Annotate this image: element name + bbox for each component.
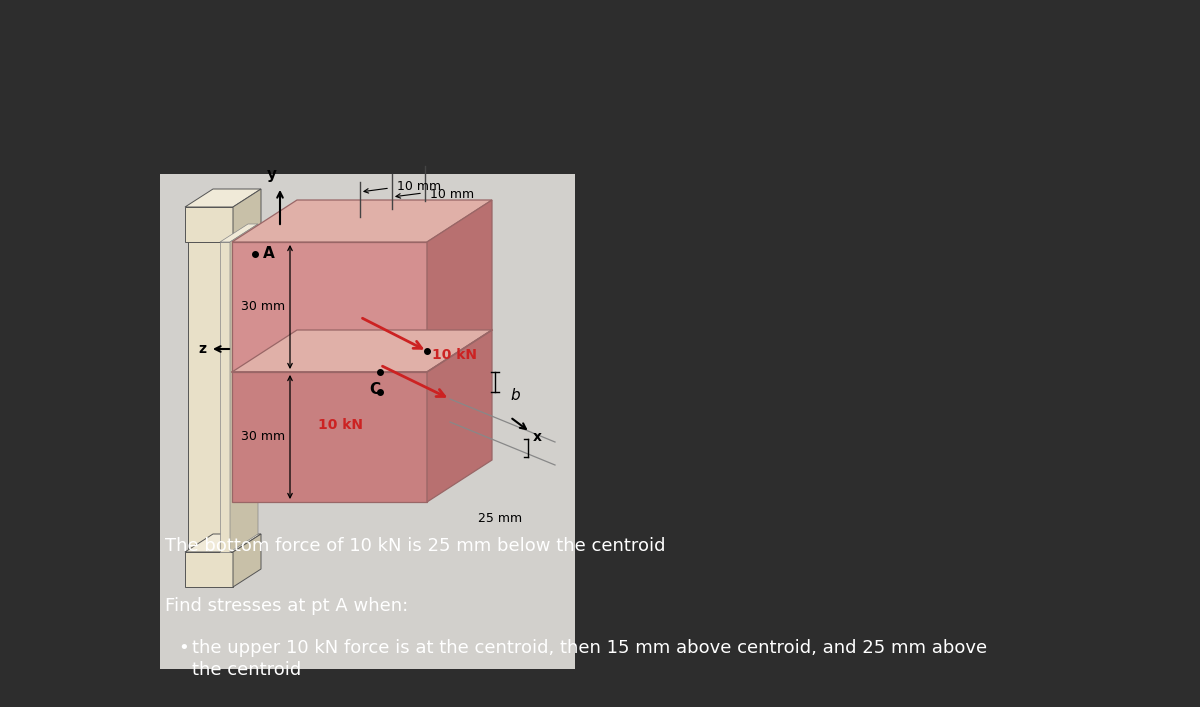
Text: 10 mm: 10 mm <box>397 180 442 194</box>
Polygon shape <box>230 224 258 552</box>
Text: Find stresses at pt A when:: Find stresses at pt A when: <box>166 597 408 615</box>
Text: 25 mm: 25 mm <box>478 512 522 525</box>
Text: x: x <box>533 430 541 444</box>
Polygon shape <box>232 242 427 372</box>
Polygon shape <box>185 552 233 587</box>
Polygon shape <box>220 242 230 552</box>
Text: b: b <box>510 387 520 402</box>
Polygon shape <box>185 189 262 207</box>
Text: y: y <box>266 167 277 182</box>
Polygon shape <box>427 330 492 502</box>
Polygon shape <box>232 330 492 372</box>
Polygon shape <box>233 534 262 587</box>
Polygon shape <box>232 200 492 242</box>
Text: z: z <box>198 342 206 356</box>
Polygon shape <box>185 207 233 242</box>
Text: 30 mm: 30 mm <box>241 431 286 443</box>
Text: •: • <box>178 639 188 657</box>
Polygon shape <box>427 200 492 372</box>
Text: C: C <box>370 382 380 397</box>
Text: the upper 10 kN force is at the centroid, then 15 mm above centroid, and 25 mm a: the upper 10 kN force is at the centroid… <box>192 639 988 657</box>
Text: 30 mm: 30 mm <box>241 300 286 313</box>
Polygon shape <box>232 372 427 502</box>
Polygon shape <box>233 189 262 242</box>
Text: 10 mm: 10 mm <box>430 187 474 201</box>
Text: 10 kN: 10 kN <box>432 348 478 362</box>
Text: A: A <box>263 247 275 262</box>
Text: 10 kN: 10 kN <box>318 418 362 432</box>
Polygon shape <box>188 224 254 242</box>
FancyBboxPatch shape <box>160 174 575 669</box>
Polygon shape <box>220 224 258 242</box>
Text: The bottom force of 10 kN is 25 mm below the centroid: The bottom force of 10 kN is 25 mm below… <box>166 537 666 555</box>
Polygon shape <box>226 224 254 552</box>
Text: the centroid: the centroid <box>192 661 301 679</box>
Polygon shape <box>185 534 262 552</box>
Polygon shape <box>188 242 226 552</box>
